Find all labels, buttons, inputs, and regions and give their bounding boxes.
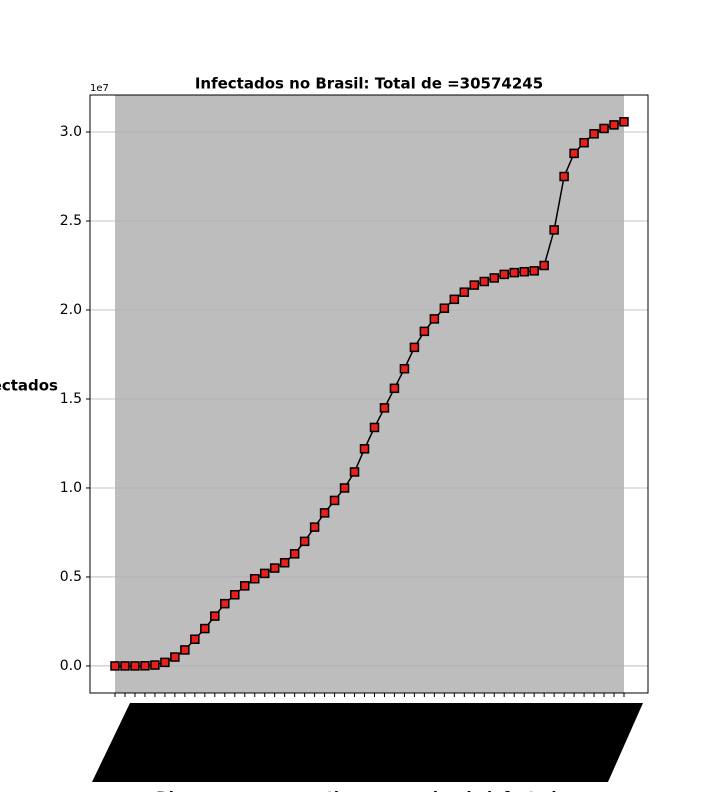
chart-title: Infectados no Brasil: Total de =30574245 (195, 75, 543, 93)
point-marker (439, 303, 450, 313)
point-marker (379, 403, 390, 413)
point-marker (469, 280, 480, 290)
point-marker (110, 661, 120, 671)
y-tick-label: 2.5 (60, 213, 82, 229)
point-marker (299, 536, 310, 547)
y-tick-label: 3.0 (60, 124, 82, 140)
y-tick-label: 2.0 (60, 302, 82, 318)
point-marker (329, 495, 340, 506)
point-marker (429, 314, 440, 324)
point-marker (279, 557, 290, 568)
series-line (115, 121, 625, 667)
point-marker (459, 287, 470, 297)
point-marker (479, 276, 490, 287)
point-marker (369, 422, 380, 433)
point-marker (389, 383, 400, 394)
point-marker (489, 273, 500, 283)
point-marker (200, 623, 210, 634)
point-marker (519, 266, 529, 277)
point-marker (619, 117, 629, 127)
point-marker (419, 326, 430, 337)
dense-vertical-grid (115, 95, 624, 693)
point-marker (130, 661, 140, 671)
point-marker (409, 342, 420, 353)
point-marker (190, 634, 200, 645)
point-marker (309, 522, 320, 532)
point-marker (539, 260, 549, 271)
point-marker (120, 661, 130, 671)
point-marker (579, 137, 589, 148)
point-marker (589, 129, 599, 139)
point-marker (160, 657, 170, 668)
point-marker (180, 645, 190, 655)
point-marker (559, 171, 569, 182)
point-marker (609, 120, 619, 130)
point-marker (499, 269, 509, 280)
y-offset-label: 1e7 (90, 83, 109, 94)
point-marker (569, 148, 579, 159)
point-marker (259, 568, 270, 579)
point-marker (230, 590, 240, 600)
point-marker (140, 661, 150, 671)
point-marker (239, 581, 250, 591)
point-marker (319, 508, 330, 518)
point-marker (339, 483, 350, 493)
point-marker (289, 549, 300, 559)
x-tick-labels-overlap (92, 703, 643, 782)
point-marker (599, 123, 609, 134)
y-tick-label: 1.5 (60, 391, 82, 407)
point-marker (349, 467, 360, 477)
point-marker (150, 660, 160, 670)
point-marker (210, 611, 220, 621)
point-marker (449, 294, 460, 305)
y-axis-label: Infectados (0, 377, 58, 395)
y-tick-label: 0.0 (60, 658, 82, 674)
y-tick-label: 1.0 (60, 480, 82, 496)
point-marker (529, 266, 539, 276)
point-marker (399, 363, 410, 374)
point-marker (549, 225, 559, 235)
y-tick-label: 0.5 (60, 569, 82, 585)
point-marker (220, 598, 230, 609)
plot-frame (89, 94, 649, 694)
point-marker (359, 444, 370, 454)
point-marker (249, 573, 260, 584)
x-axis-label: Dias em que se mantiveram o valor de inf… (156, 789, 581, 792)
point-marker (269, 563, 280, 573)
point-marker (509, 267, 519, 278)
point-marker (170, 652, 180, 662)
